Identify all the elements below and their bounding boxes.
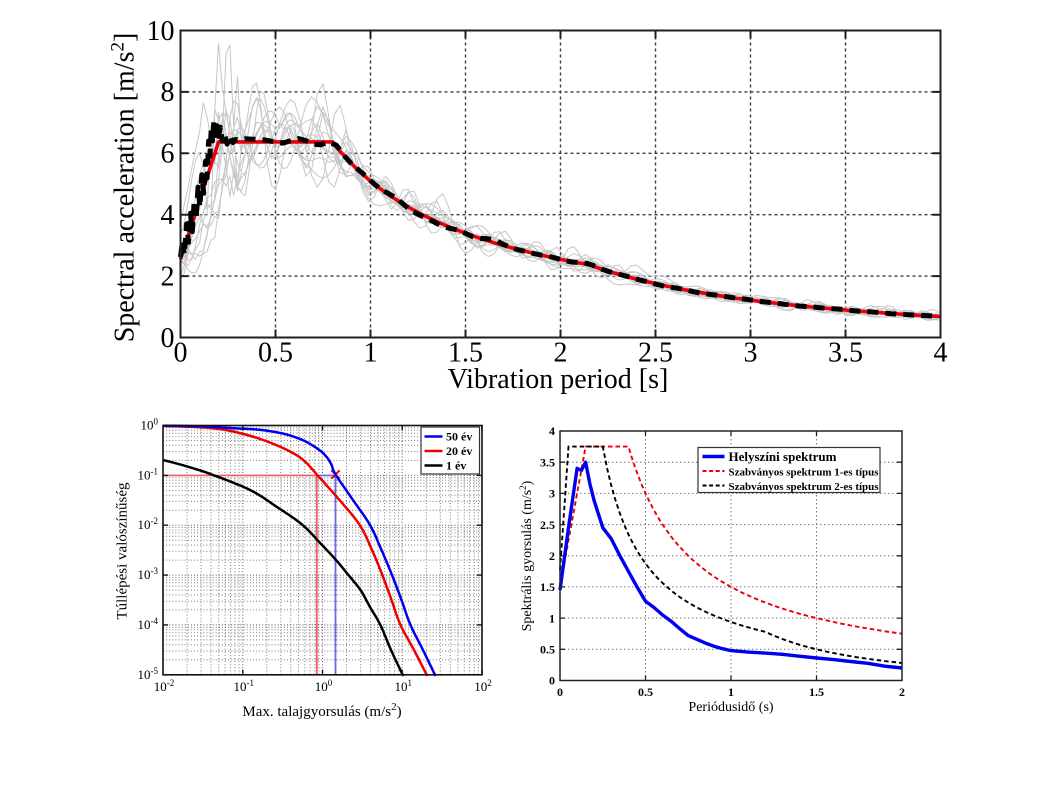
svg-text:1: 1 — [364, 338, 378, 369]
svg-text:Vibration period [s]: Vibration period [s] — [448, 364, 669, 395]
svg-text:2: 2 — [554, 338, 568, 369]
svg-text:20 év: 20 év — [446, 444, 472, 458]
svg-text:8: 8 — [161, 77, 175, 108]
svg-text:4: 4 — [161, 200, 175, 231]
svg-text:1 év: 1 év — [446, 459, 466, 473]
svg-text:0.5: 0.5 — [638, 685, 653, 699]
svg-text:Periódusidő (s): Periódusidő (s) — [688, 700, 774, 715]
svg-text:Helyszíni spektrum: Helyszíni spektrum — [729, 449, 837, 464]
svg-text:3: 3 — [549, 487, 555, 501]
svg-text:4: 4 — [549, 424, 555, 438]
svg-text:Túllépési valószínűség: Túllépési valószínűség — [115, 482, 131, 620]
svg-text:0: 0 — [174, 338, 188, 369]
svg-text:Spectral acceleration [m/s2]: Spectral acceleration [m/s2] — [108, 33, 141, 343]
svg-text:0: 0 — [161, 323, 175, 354]
svg-text:1.5: 1.5 — [540, 580, 555, 594]
svg-text:2.5: 2.5 — [638, 338, 673, 369]
svg-text:Szabványos spektrum 2-es típus: Szabványos spektrum 2-es típus — [729, 481, 880, 493]
svg-text:10: 10 — [147, 16, 175, 47]
svg-text:Max. talajgyorsulás (m/s2): Max. talajgyorsulás (m/s2) — [242, 701, 401, 720]
svg-text:3.5: 3.5 — [828, 338, 863, 369]
svg-text:6: 6 — [161, 139, 175, 170]
svg-text:0.5: 0.5 — [258, 338, 293, 369]
svg-text:1.5: 1.5 — [809, 685, 824, 699]
svg-text:4: 4 — [934, 338, 948, 369]
svg-text:Szabványos spektrum 1-es típus: Szabványos spektrum 1-es típus — [729, 467, 880, 479]
svg-text:50 év: 50 év — [446, 430, 472, 444]
svg-text:3.5: 3.5 — [540, 455, 555, 469]
svg-text:1: 1 — [728, 685, 734, 699]
svg-text:0: 0 — [549, 674, 555, 688]
svg-text:3: 3 — [744, 338, 758, 369]
svg-text:2: 2 — [899, 685, 905, 699]
svg-text:0: 0 — [557, 685, 563, 699]
svg-text:1: 1 — [549, 611, 555, 625]
svg-text:0.5: 0.5 — [540, 643, 555, 657]
svg-text:2: 2 — [549, 549, 555, 563]
svg-text:1.5: 1.5 — [448, 338, 483, 369]
svg-text:Spektrális gyorsulás (m/s2): Spektrális gyorsulás (m/s2) — [518, 480, 535, 631]
svg-text:2: 2 — [161, 261, 175, 292]
svg-text:2.5: 2.5 — [540, 518, 555, 532]
